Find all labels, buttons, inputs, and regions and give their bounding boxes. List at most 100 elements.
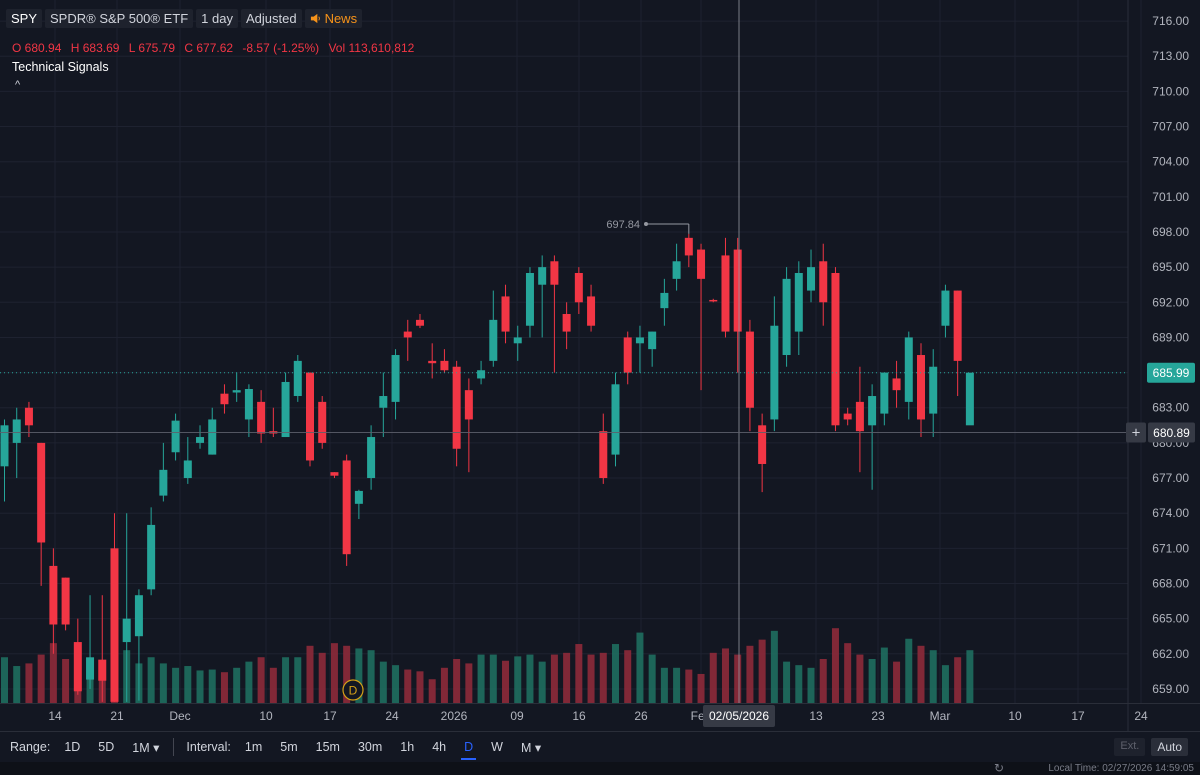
volume-bar [721, 648, 729, 703]
volume-bar [673, 667, 681, 703]
candle-body [379, 396, 388, 408]
price-tick-label: 695.00 [1152, 260, 1189, 274]
candle-body [12, 419, 21, 443]
volume-bar [269, 667, 277, 703]
candle-body [257, 401, 266, 434]
interval-label[interactable]: 1 day [196, 9, 238, 28]
candle-body [513, 337, 522, 344]
interval-m-dropdown[interactable]: M ▾ [520, 740, 542, 755]
time-tick-label: 16 [572, 709, 586, 723]
volume-bar [807, 667, 815, 703]
interval-1m-button[interactable]: 1m [244, 740, 263, 754]
candlestick-chart[interactable]: 697.84 D 716.00 713.00 710.00 707.00 704.00 70… [0, 0, 1200, 731]
volume-bar [783, 661, 791, 703]
interval-15m-button[interactable]: 15m [315, 740, 340, 754]
volume-bar [282, 657, 290, 703]
interval-30m-button[interactable]: 30m [357, 740, 383, 754]
interval-4h-button[interactable]: 4h [432, 740, 447, 754]
candle-body [611, 384, 620, 455]
price-tick-label: 716.00 [1152, 14, 1189, 28]
candle-body [562, 314, 571, 332]
candle-body [391, 355, 400, 402]
volume-bar [257, 657, 265, 703]
volume-bar [172, 667, 180, 703]
candle-body [122, 618, 131, 643]
candle-body [843, 413, 852, 420]
candle-body [794, 272, 803, 332]
volume-bar [770, 630, 778, 703]
candle-body [538, 267, 547, 285]
price-tick-label: 689.00 [1152, 330, 1189, 344]
volume-bar [880, 647, 888, 703]
news-button[interactable]: News [304, 9, 363, 28]
volume-value: Vol 113,610,812 [328, 41, 415, 55]
adjustment-label[interactable]: Adjusted [240, 9, 302, 28]
refresh-icon[interactable]: ↻ [993, 761, 1004, 775]
candle-body [306, 372, 314, 461]
interval-d-button[interactable]: D [461, 740, 477, 760]
candle-body [574, 272, 583, 303]
price-tick-label: 704.00 [1152, 155, 1189, 169]
candle-body [24, 407, 33, 426]
candle-body [953, 290, 962, 361]
auto-scale-toggle[interactable]: Auto [1151, 738, 1188, 756]
candle-body [807, 267, 816, 291]
range-1m-dropdown[interactable]: 1M ▾ [132, 740, 160, 755]
price-tick-label: 710.00 [1152, 84, 1189, 98]
change-value: -8.57 (-1.25%) [242, 41, 320, 55]
symbol-label[interactable]: SPY [6, 9, 43, 28]
volume-bar [929, 650, 937, 703]
candle-body [464, 390, 473, 420]
time-tick-label: 13 [809, 709, 823, 723]
candle-body [49, 565, 58, 625]
instrument-name: SPDR® S&P 500® ETF [45, 9, 194, 28]
volume-bar [734, 654, 742, 703]
volume-bar [856, 654, 864, 703]
volume-bar [575, 644, 583, 703]
crosshair-price-badge [1148, 422, 1195, 443]
interval-5m-button[interactable]: 5m [280, 740, 298, 754]
caret-down-icon: ▾ [153, 740, 160, 755]
collapse-caret-icon[interactable]: ^ [15, 79, 21, 91]
candle-body [635, 337, 644, 344]
price-axis[interactable]: 716.00 713.00 710.00 707.00 704.00 701.00 698.… [1126, 14, 1195, 696]
volume-bar [550, 654, 558, 703]
candles [0, 233, 974, 702]
candle-body [159, 469, 168, 496]
time-axis[interactable]: 14 21 Dec 10 17 24 2026 09 16 26 Feb 13 23 Mar 10 17 240… [48, 705, 1148, 727]
time-tick-label: 24 [1134, 709, 1148, 723]
bottom-toolbar: Range: 1D 5D 1M ▾ Interval: 1m 5m 15m 30… [0, 731, 1200, 762]
volume-bar [184, 666, 192, 703]
time-tick-label: 17 [323, 709, 337, 723]
volume-bar [538, 661, 546, 703]
time-tick-label: 24 [385, 709, 399, 723]
volume-bar [868, 659, 876, 703]
range-5d-button[interactable]: 5D [98, 740, 115, 754]
candle-body [623, 337, 632, 373]
price-tick-label: 707.00 [1152, 120, 1189, 134]
interval-1h-button[interactable]: 1h [400, 740, 415, 754]
volume-bar [379, 661, 387, 703]
interval-w-button[interactable]: W [491, 740, 503, 754]
volume-bar [831, 628, 839, 703]
candle-body [220, 393, 229, 405]
volume-bar [147, 657, 155, 703]
volume-bar [648, 654, 656, 703]
volume-bar [819, 659, 827, 703]
volume-bar [954, 657, 962, 703]
volume-bars [1, 628, 974, 703]
event-badge-label: D [349, 684, 358, 698]
range-1d-button[interactable]: 1D [64, 740, 81, 754]
candle-body [330, 472, 339, 476]
technical-signals-label[interactable]: Technical Signals [12, 60, 109, 74]
candle-body [477, 370, 486, 379]
candle-body [342, 460, 351, 555]
candle-body [733, 249, 742, 332]
candle-body [745, 331, 754, 408]
extended-hours-toggle[interactable]: Ext. [1114, 738, 1146, 756]
volume-bar [220, 672, 228, 703]
candle-body [648, 331, 657, 350]
add-alert-button [1126, 422, 1146, 443]
price-tick-label: 668.00 [1152, 576, 1189, 590]
price-tick-label: 683.00 [1152, 401, 1189, 415]
